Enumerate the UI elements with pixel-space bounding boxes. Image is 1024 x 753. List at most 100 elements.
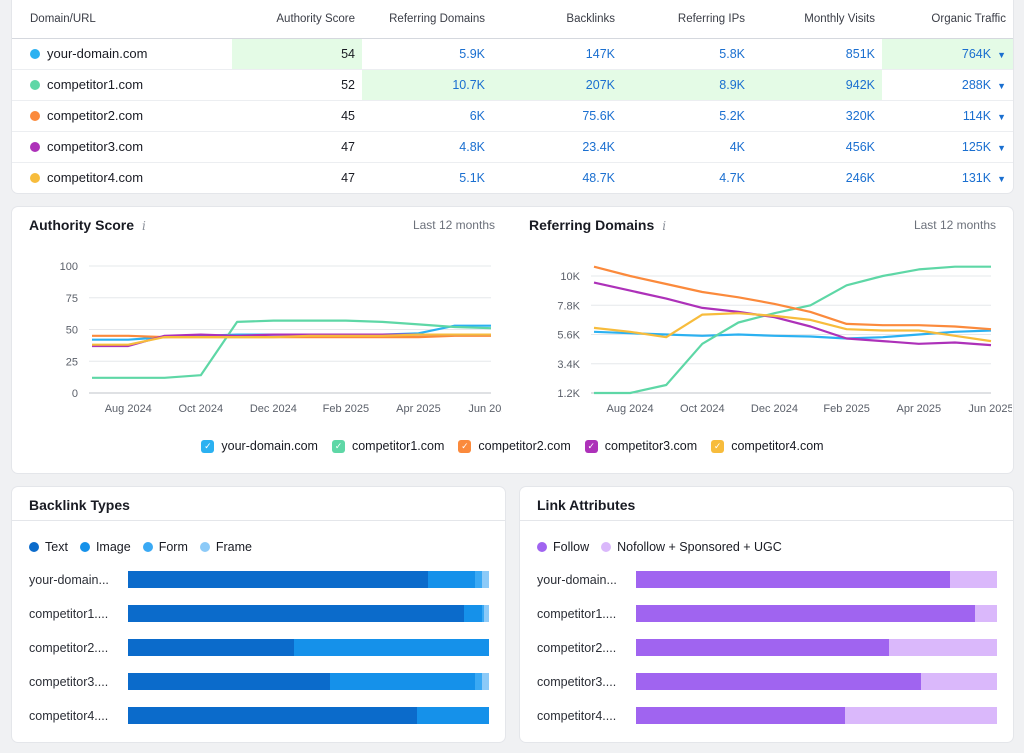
bar-segment-nofollow-sponsored-ugc[interactable] (845, 707, 997, 724)
bar-segment-text[interactable] (128, 707, 417, 724)
bar-segment-nofollow-sponsored-ugc[interactable] (975, 605, 997, 622)
stacked-bar[interactable] (636, 605, 997, 622)
legend-item[interactable]: ✓ competitor3.com (584, 439, 697, 453)
bar-segment-follow[interactable] (636, 639, 889, 656)
stacked-bar[interactable] (636, 673, 997, 690)
checkbox-icon[interactable]: ✓ (458, 439, 472, 453)
stacked-bar[interactable] (128, 707, 489, 724)
legend-item[interactable]: ✓ your-domain.com (201, 439, 318, 453)
ref-domains-cell[interactable]: 5.9K (362, 38, 492, 70)
backlinks-cell[interactable]: 75.6K (492, 100, 622, 132)
column-header[interactable]: Organic Traffic (882, 0, 1013, 39)
bar-segment-form[interactable] (474, 673, 482, 690)
column-header[interactable]: Backlinks (492, 0, 622, 39)
chevron-down-icon[interactable]: ▼ (997, 142, 1006, 153)
domain-cell[interactable]: your-domain.com (12, 38, 232, 70)
stacked-bar[interactable] (128, 605, 489, 622)
stacked-bar[interactable] (636, 571, 997, 588)
ref-ips-cell[interactable]: 4.7K (622, 162, 752, 193)
bar-segment-follow[interactable] (636, 707, 846, 724)
legend-item[interactable]: Nofollow + Sponsored + UGC (601, 540, 782, 554)
stacked-bar[interactable] (128, 639, 489, 656)
column-header[interactable]: Referring Domains (362, 0, 492, 39)
bar-segment-frame[interactable] (481, 571, 489, 588)
domain-cell[interactable]: competitor3.com (12, 131, 232, 163)
organic-cell[interactable]: 125K ▼ (882, 131, 1013, 163)
backlinks-cell[interactable]: 147K (492, 38, 622, 70)
chevron-down-icon[interactable]: ▼ (997, 80, 1006, 91)
legend-item[interactable]: ✓ competitor2.com (458, 439, 571, 453)
organic-cell[interactable]: 288K ▼ (882, 69, 1013, 101)
bar-segment-form[interactable] (474, 571, 482, 588)
visits-cell[interactable]: 320K (752, 100, 882, 132)
bar-segment-image[interactable] (416, 707, 489, 724)
column-header[interactable]: Authority Score (232, 0, 362, 39)
ref-ips-cell[interactable]: 5.8K (622, 38, 752, 70)
domain-cell[interactable]: competitor1.com (12, 69, 232, 101)
bar-category-label: competitor1.... (29, 606, 109, 621)
visits-cell[interactable]: 851K (752, 38, 882, 70)
visits-cell[interactable]: 456K (752, 131, 882, 163)
organic-cell[interactable]: 131K ▼ (882, 162, 1013, 193)
info-icon[interactable]: i (662, 219, 667, 233)
ref-ips-cell[interactable]: 4K (622, 131, 752, 163)
bar-segment-form[interactable] (481, 605, 484, 622)
bar-segment-image[interactable] (330, 673, 475, 690)
ref-ips-cell[interactable]: 8.9K (622, 69, 752, 101)
legend-item[interactable]: ✓ competitor4.com (711, 439, 824, 453)
legend-item[interactable]: Frame (199, 540, 252, 554)
bar-segment-nofollow-sponsored-ugc[interactable] (950, 571, 997, 588)
organic-cell[interactable]: 764K ▼ (882, 38, 1013, 70)
bar-segment-nofollow-sponsored-ugc[interactable] (921, 673, 997, 690)
legend-item[interactable]: Text (29, 540, 68, 554)
ref-domains-cell[interactable]: 6K (362, 100, 492, 132)
referring-domains-chart[interactable]: 1.2K 3.4K 5.6K 7.8K 10K Aug 2024 Oct 2024 Dec 2… (512, 207, 1012, 422)
column-header[interactable]: Domain/URL (12, 0, 232, 39)
x-tick-label: Apr 2025 (896, 403, 941, 415)
bar-segment-image[interactable] (463, 605, 482, 622)
visits-cell[interactable]: 942K (752, 69, 882, 101)
checkbox-icon[interactable]: ✓ (331, 439, 345, 453)
organic-cell[interactable]: 114K ▼ (882, 100, 1013, 132)
ref-domains-cell[interactable]: 10.7K (362, 69, 492, 101)
domain-cell[interactable]: competitor4.com (12, 162, 232, 193)
bar-segment-follow[interactable] (636, 605, 976, 622)
chevron-down-icon[interactable]: ▼ (997, 173, 1006, 184)
stacked-bar[interactable] (636, 639, 997, 656)
info-icon[interactable]: i (142, 219, 146, 233)
column-header[interactable]: Monthly Visits (752, 0, 882, 39)
chevron-down-icon[interactable]: ▼ (997, 49, 1006, 60)
legend-item[interactable]: Image (79, 540, 131, 554)
bar-segment-frame[interactable] (483, 605, 489, 622)
bar-segment-text[interactable] (128, 639, 295, 656)
bar-segment-text[interactable] (128, 673, 331, 690)
checkbox-icon[interactable]: ✓ (711, 439, 725, 453)
stacked-bar[interactable] (636, 707, 997, 724)
backlinks-cell[interactable]: 23.4K (492, 131, 622, 163)
bar-segment-frame[interactable] (481, 673, 489, 690)
chevron-down-icon[interactable]: ▼ (997, 111, 1006, 122)
bar-segment-nofollow-sponsored-ugc[interactable] (888, 639, 997, 656)
stacked-bar[interactable] (128, 673, 489, 690)
ref-ips-cell[interactable]: 5.2K (622, 100, 752, 132)
legend-item[interactable]: Form (142, 540, 188, 554)
bar-segment-text[interactable] (128, 571, 428, 588)
backlinks-cell[interactable]: 48.7K (492, 162, 622, 193)
bar-segment-follow[interactable] (636, 571, 951, 588)
bar-segment-image[interactable] (427, 571, 475, 588)
ref-domains-cell[interactable]: 4.8K (362, 131, 492, 163)
checkbox-icon[interactable]: ✓ (584, 439, 598, 453)
column-header[interactable]: Referring IPs (622, 0, 752, 39)
bar-segment-image[interactable] (294, 639, 489, 656)
stacked-bar[interactable] (128, 571, 489, 588)
legend-item[interactable]: ✓ competitor1.com (331, 439, 444, 453)
bar-segment-text[interactable] (128, 605, 464, 622)
authority-score-chart[interactable]: 0 25 50 75 100 Aug 2024 Oct 2024 Dec 2024 Feb 20… (12, 207, 502, 422)
backlinks-cell[interactable]: 207K (492, 69, 622, 101)
ref-domains-cell[interactable]: 5.1K (362, 162, 492, 193)
domain-cell[interactable]: competitor2.com (12, 100, 232, 132)
bar-segment-follow[interactable] (636, 673, 922, 690)
legend-item[interactable]: Follow (537, 540, 589, 554)
checkbox-icon[interactable]: ✓ (201, 439, 215, 453)
visits-cell[interactable]: 246K (752, 162, 882, 193)
